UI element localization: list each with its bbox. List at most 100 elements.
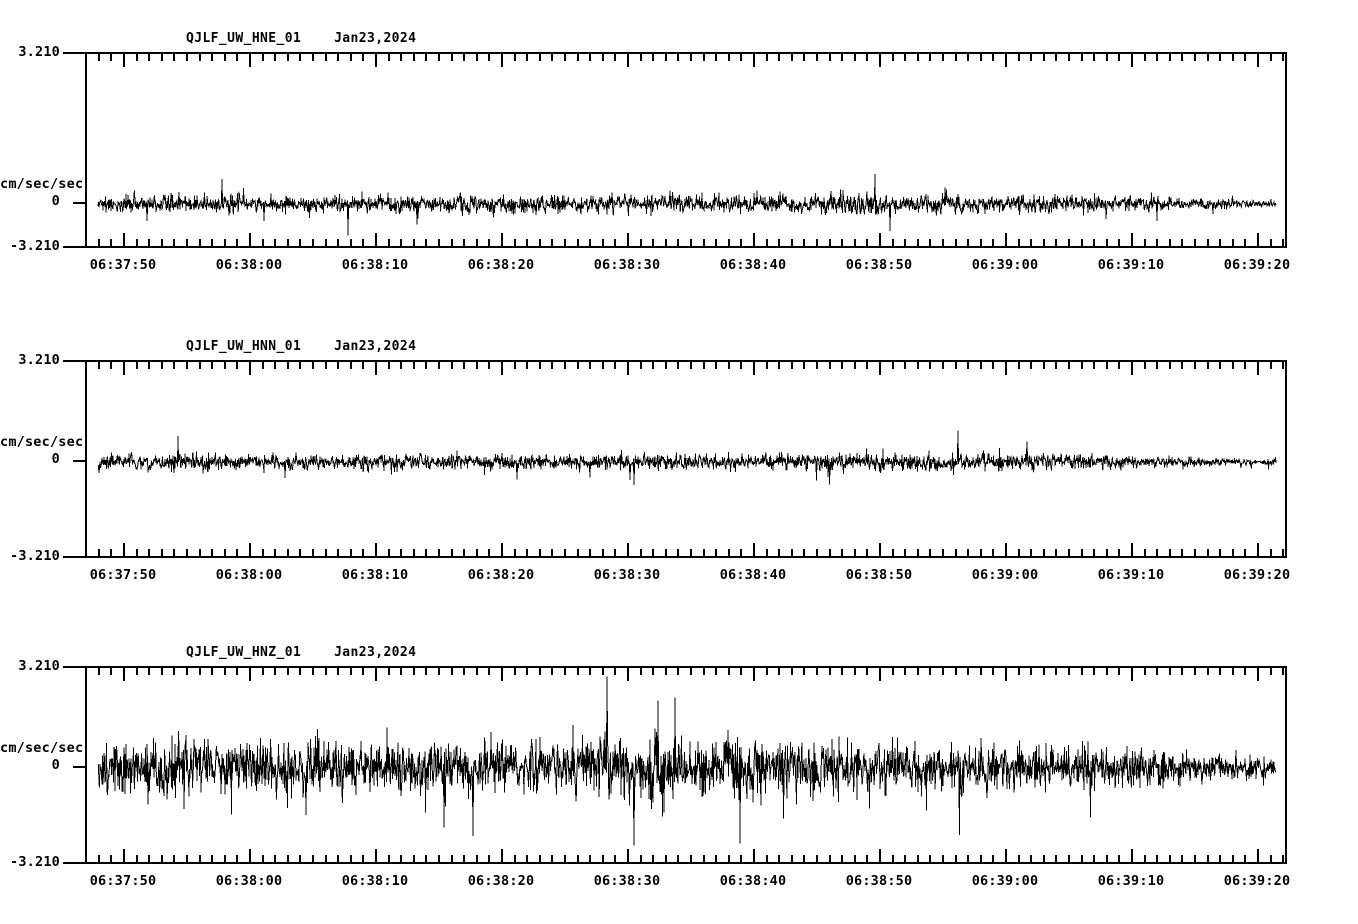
x-minor-tick xyxy=(312,362,314,369)
x-minor-tick xyxy=(1156,549,1159,556)
x-minor-tick xyxy=(816,239,818,246)
x-minor-tick xyxy=(538,668,541,675)
x-minor-tick xyxy=(312,239,314,246)
x-minor-tick xyxy=(538,362,541,369)
x-minor-tick xyxy=(135,855,138,862)
x-minor-tick xyxy=(1118,549,1121,556)
x-minor-tick xyxy=(1282,549,1285,556)
x-minor-tick xyxy=(1042,54,1045,61)
x-minor-tick xyxy=(1017,239,1020,246)
x-minor-tick xyxy=(727,855,730,862)
x-minor-tick xyxy=(1219,54,1222,61)
waveform-trace xyxy=(97,430,1277,486)
x-minor-tick xyxy=(211,54,214,61)
x-major-tick xyxy=(627,362,629,375)
x-minor-tick xyxy=(639,855,642,862)
x-minor-tick xyxy=(286,549,289,556)
x-minor-tick xyxy=(1017,54,1020,61)
x-minor-tick xyxy=(110,855,113,862)
x-minor-tick xyxy=(589,549,592,556)
x-minor-tick xyxy=(412,668,415,675)
x-major-tick xyxy=(1257,54,1259,67)
x-minor-tick xyxy=(1206,855,1209,862)
x-minor-tick xyxy=(148,668,151,675)
x-minor-tick xyxy=(929,855,932,862)
x-minor-tick xyxy=(1030,239,1033,246)
x-minor-tick xyxy=(853,549,856,556)
x-minor-tick xyxy=(816,549,818,556)
x-minor-tick xyxy=(1194,239,1196,246)
x-minor-tick xyxy=(904,362,907,369)
x-minor-tick xyxy=(526,855,529,862)
x-minor-tick xyxy=(425,239,428,246)
x-minor-tick xyxy=(160,855,163,862)
x-minor-tick xyxy=(198,668,201,675)
y-axis-unit-label: cm/sec/sec xyxy=(0,434,84,450)
x-minor-tick xyxy=(236,855,239,862)
x-minor-tick xyxy=(740,54,743,61)
y-max-tick xyxy=(63,360,85,362)
x-minor-tick xyxy=(97,239,100,246)
x-minor-tick xyxy=(1017,668,1020,675)
x-minor-tick xyxy=(677,855,680,862)
x-minor-tick xyxy=(639,668,642,675)
x-minor-tick xyxy=(1055,668,1058,675)
x-minor-tick xyxy=(614,549,617,556)
x-minor-tick xyxy=(702,668,705,675)
x-minor-tick xyxy=(1194,362,1196,369)
waveform-trace xyxy=(97,174,1277,236)
x-axis-tick-label: 06:38:20 xyxy=(467,567,535,583)
x-minor-tick xyxy=(1118,668,1121,675)
x-minor-tick xyxy=(1181,54,1184,61)
x-axis-tick-label: 06:37:50 xyxy=(89,873,157,889)
x-minor-tick xyxy=(186,54,188,61)
x-axis-tick-label: 06:38:50 xyxy=(845,567,913,583)
x-minor-tick xyxy=(916,668,919,675)
x-minor-tick xyxy=(690,549,692,556)
x-minor-tick xyxy=(463,668,466,675)
x-minor-tick xyxy=(891,362,894,369)
x-minor-tick xyxy=(727,239,730,246)
x-minor-tick xyxy=(324,855,327,862)
x-minor-tick xyxy=(576,362,579,369)
x-minor-tick xyxy=(1168,239,1171,246)
x-minor-tick xyxy=(942,668,944,675)
x-minor-tick xyxy=(929,54,932,61)
x-minor-tick xyxy=(1194,855,1196,862)
plot-area xyxy=(85,360,1287,558)
x-minor-tick xyxy=(1080,549,1083,556)
x-minor-tick xyxy=(475,668,478,675)
x-minor-tick xyxy=(286,668,289,675)
x-major-tick xyxy=(1131,849,1133,862)
x-axis-tick-label: 06:39:10 xyxy=(1097,567,1165,583)
x-minor-tick xyxy=(614,855,617,862)
x-minor-tick xyxy=(828,239,831,246)
x-major-tick xyxy=(1005,54,1007,67)
x-minor-tick xyxy=(1156,668,1159,675)
x-minor-tick xyxy=(778,668,781,675)
x-minor-tick xyxy=(324,239,327,246)
x-minor-tick xyxy=(1181,362,1184,369)
x-minor-tick xyxy=(412,855,415,862)
x-minor-tick xyxy=(135,239,138,246)
x-minor-tick xyxy=(954,549,957,556)
x-minor-tick xyxy=(261,855,264,862)
x-minor-tick xyxy=(1093,54,1096,61)
x-minor-tick xyxy=(715,668,718,675)
x-axis-tick-label: 06:39:10 xyxy=(1097,873,1165,889)
panel-title: QJLF_UW_HNZ_01 Jan23,2024 xyxy=(186,645,417,660)
x-minor-tick xyxy=(286,855,289,862)
x-minor-tick xyxy=(387,855,390,862)
x-minor-tick xyxy=(1055,549,1058,556)
x-major-tick xyxy=(753,849,755,862)
x-minor-tick xyxy=(576,549,579,556)
x-minor-tick xyxy=(97,855,100,862)
y-max-tick xyxy=(63,52,85,54)
x-minor-tick xyxy=(513,668,516,675)
x-minor-tick xyxy=(1080,855,1083,862)
x-minor-tick xyxy=(450,855,453,862)
x-minor-tick xyxy=(1269,362,1272,369)
y-min-tick xyxy=(63,246,85,248)
x-minor-tick xyxy=(400,668,403,675)
x-axis-tick-label: 06:37:50 xyxy=(89,567,157,583)
